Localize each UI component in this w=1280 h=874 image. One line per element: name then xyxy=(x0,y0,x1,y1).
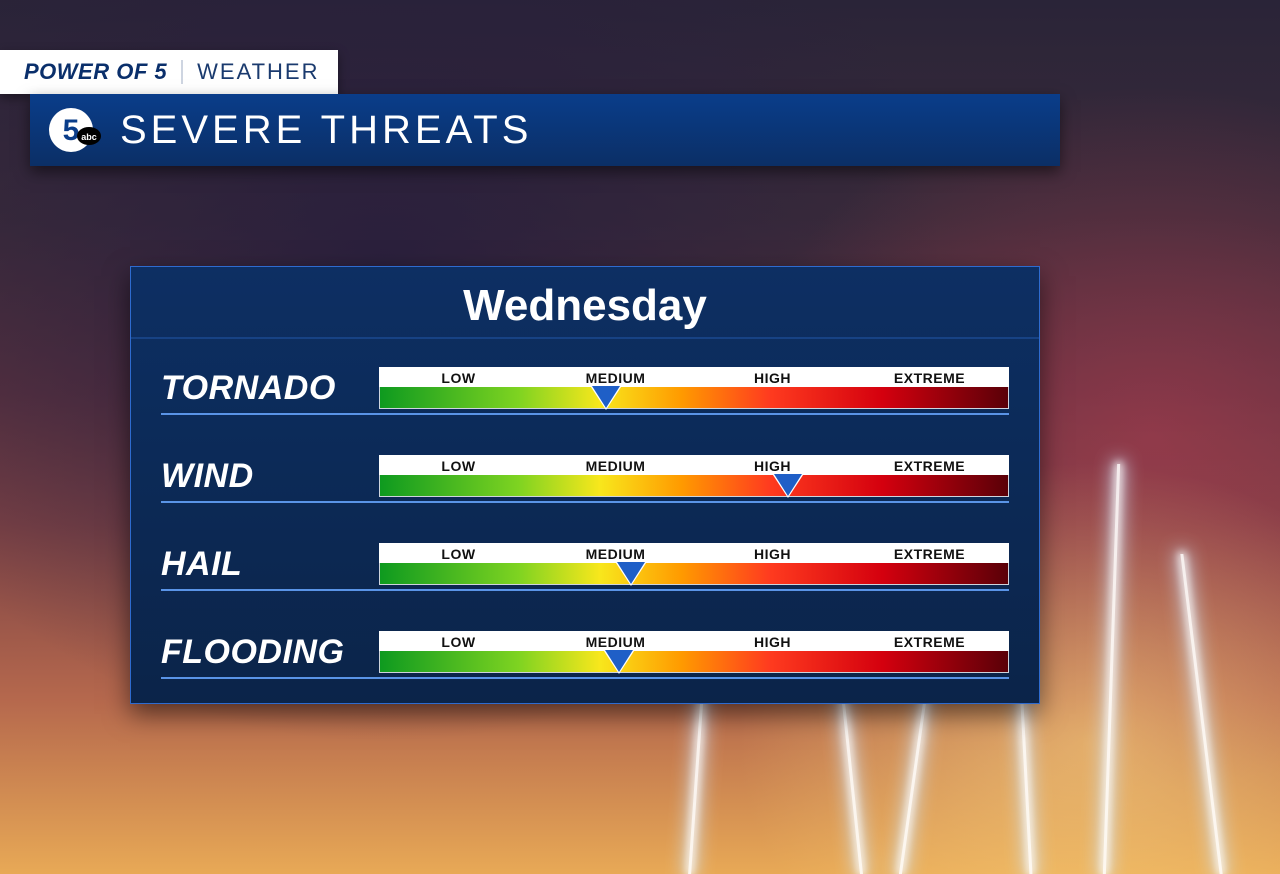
graphic-title: SEVERE THREATS xyxy=(120,108,532,153)
gauge-scale-label: HIGH xyxy=(694,632,851,651)
gauge-pointer-icon xyxy=(617,562,645,584)
threat-rows-container: TORNADOLOWMEDIUMHIGHEXTREMEWINDLOWMEDIUM… xyxy=(131,339,1039,679)
gauge-gradient xyxy=(380,387,1008,408)
gauge-gradient xyxy=(380,563,1008,584)
gauge-bar xyxy=(379,387,1009,409)
gauge-scale-label: HIGH xyxy=(694,544,851,563)
threat-label: WIND xyxy=(161,457,379,496)
title-bar: 5 abc SEVERE THREATS xyxy=(30,94,1060,166)
gauge-pointer-icon xyxy=(592,386,620,408)
gauge-scale-label: EXTREME xyxy=(851,544,1008,563)
threat-gauge: LOWMEDIUMHIGHEXTREME xyxy=(379,367,1009,409)
threat-label: HAIL xyxy=(161,545,379,584)
gauge-scale-labels: LOWMEDIUMHIGHEXTREME xyxy=(379,455,1009,475)
gauge-pointer-icon xyxy=(605,650,633,672)
threats-panel: Wednesday TORNADOLOWMEDIUMHIGHEXTREMEWIN… xyxy=(130,266,1040,704)
panel-day-header: Wednesday xyxy=(131,267,1039,339)
gauge-scale-labels: LOWMEDIUMHIGHEXTREME xyxy=(379,543,1009,563)
threat-row: HAILLOWMEDIUMHIGHEXTREME xyxy=(161,543,1009,591)
brand-tag: POWER OF 5 WEATHER xyxy=(0,50,338,94)
brand-name: POWER OF 5 xyxy=(24,59,167,85)
gauge-scale-label: LOW xyxy=(380,632,537,651)
threat-row: FLOODINGLOWMEDIUMHIGHEXTREME xyxy=(161,631,1009,679)
threat-label: TORNADO xyxy=(161,369,379,408)
gauge-scale-label: LOW xyxy=(380,456,537,475)
gauge-scale-label: LOW xyxy=(380,544,537,563)
gauge-scale-labels: LOWMEDIUMHIGHEXTREME xyxy=(379,367,1009,387)
gauge-gradient xyxy=(380,475,1008,496)
gauge-bar xyxy=(379,563,1009,585)
threat-row: WINDLOWMEDIUMHIGHEXTREME xyxy=(161,455,1009,503)
tag-separator xyxy=(181,60,183,84)
channel-5-logo-icon: 5 abc xyxy=(48,103,102,157)
gauge-gradient xyxy=(380,651,1008,672)
threat-gauge: LOWMEDIUMHIGHEXTREME xyxy=(379,631,1009,673)
threat-label: FLOODING xyxy=(161,633,379,672)
gauge-scale-label: EXTREME xyxy=(851,456,1008,475)
gauge-bar xyxy=(379,651,1009,673)
threat-gauge: LOWMEDIUMHIGHEXTREME xyxy=(379,543,1009,585)
threat-row: TORNADOLOWMEDIUMHIGHEXTREME xyxy=(161,367,1009,415)
svg-text:abc: abc xyxy=(81,132,97,142)
threat-gauge: LOWMEDIUMHIGHEXTREME xyxy=(379,455,1009,497)
gauge-scale-labels: LOWMEDIUMHIGHEXTREME xyxy=(379,631,1009,651)
gauge-pointer-icon xyxy=(774,474,802,496)
brand-category: WEATHER xyxy=(197,59,319,85)
gauge-scale-label: HIGH xyxy=(694,368,851,387)
gauge-scale-label: EXTREME xyxy=(851,368,1008,387)
gauge-bar xyxy=(379,475,1009,497)
gauge-scale-label: EXTREME xyxy=(851,632,1008,651)
gauge-scale-label: LOW xyxy=(380,368,537,387)
svg-text:5: 5 xyxy=(63,114,80,147)
gauge-scale-label: MEDIUM xyxy=(537,456,694,475)
